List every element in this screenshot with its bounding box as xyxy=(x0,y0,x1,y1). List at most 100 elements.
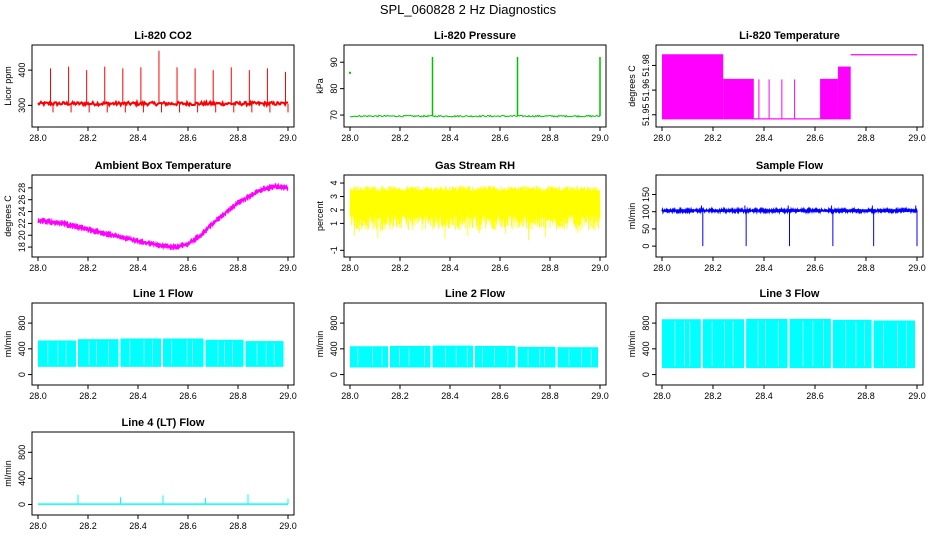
y-tick-label: 400 xyxy=(17,471,27,486)
x-tick-label: 28.0 xyxy=(341,263,359,273)
x-tick-label: 28.8 xyxy=(229,521,247,531)
x-tick-label: 29.0 xyxy=(279,391,297,401)
x-tick-label: 28.8 xyxy=(229,133,247,143)
temp-band xyxy=(820,79,838,119)
panel-sample: Sample Flow ml/min 28.0 28.2 28.4 28.6 28.8 29.… xyxy=(627,160,926,273)
y-tick-label: 70 xyxy=(329,110,339,120)
temp-band xyxy=(723,79,754,119)
panel-pressure: Li-820 Pressure kPa 28.0 28.2 28.4 28.6 28.8 29… xyxy=(315,30,609,143)
flow-block xyxy=(120,338,161,367)
series-rh xyxy=(349,185,601,241)
flow-block xyxy=(789,318,831,369)
panel-line1: Line 1 Flow ml/min 28.0 28.2 28.4 28.6 28.8 29.… xyxy=(3,288,297,401)
series-co2 xyxy=(37,50,289,113)
x-tick-label: 28.8 xyxy=(229,263,247,273)
y-tick-label: 800 xyxy=(17,316,27,331)
series-temp xyxy=(662,54,917,120)
y-tick-label: 800 xyxy=(329,316,339,331)
flow-block xyxy=(517,346,556,368)
panel-title: Ambient Box Temperature xyxy=(95,160,232,172)
flow-block xyxy=(432,345,473,368)
y-tick-label: 800 xyxy=(17,445,27,460)
figure-title: SPL_060828 2 Hz Diagnostics xyxy=(379,2,557,17)
flow-block xyxy=(78,339,119,367)
x-tick-label: 28.6 xyxy=(179,133,197,143)
y-axis-label: ml/min xyxy=(627,203,637,230)
x-tick-label: 29.0 xyxy=(591,391,609,401)
x-tick-label: 28.0 xyxy=(653,133,671,143)
x-tick-label: 28.6 xyxy=(806,133,824,143)
x-tick-label: 28.2 xyxy=(79,133,97,143)
panel-frame xyxy=(655,174,924,258)
y-tick-label: 400 xyxy=(641,341,651,356)
x-tick-label: 28.2 xyxy=(79,263,97,273)
flow-block xyxy=(245,341,284,367)
temp-band xyxy=(662,54,724,119)
x-tick-label: 28.4 xyxy=(129,521,147,531)
panel-frame xyxy=(655,44,924,128)
panel-title: Line 3 Flow xyxy=(760,288,820,300)
x-tick-label: 29.0 xyxy=(279,521,297,531)
y-tick-label: 400 xyxy=(17,63,27,78)
y-tick-label: 0 xyxy=(17,372,27,377)
x-tick-label: 28.4 xyxy=(755,391,773,401)
y-axis-label: ml/min xyxy=(315,331,325,358)
y-tick-label: 100 xyxy=(641,204,651,219)
x-tick-label: 29.0 xyxy=(591,263,609,273)
flow-block xyxy=(746,318,788,369)
x-tick-label: 28.2 xyxy=(79,521,97,531)
x-tick-label: 29.0 xyxy=(279,263,297,273)
y-axis-label: ml/min xyxy=(3,331,13,358)
panel-title: Gas Stream RH xyxy=(435,160,515,172)
panel-title: Sample Flow xyxy=(756,160,824,172)
flow-block xyxy=(390,345,431,368)
panel-title: Line 4 (LT) Flow xyxy=(122,417,205,429)
y-tick-label: 20 xyxy=(17,230,27,240)
flow-block xyxy=(38,340,76,367)
y-tick-label: 51.96 xyxy=(641,79,651,102)
series-line3 xyxy=(662,318,915,369)
panel-box: Ambient Box Temperature degrees C 28.0 28.2… xyxy=(3,160,297,273)
panel-frame xyxy=(31,174,295,258)
y-tick-label: 51.98 xyxy=(641,54,651,77)
y-axis-label: Licor ppm xyxy=(3,66,13,106)
x-tick-label: 28.6 xyxy=(806,391,824,401)
x-tick-label: 28.0 xyxy=(29,391,47,401)
x-tick-label: 28.4 xyxy=(441,391,459,401)
series-line1 xyxy=(38,338,284,367)
y-tick-label: 26 xyxy=(17,195,27,205)
rh-trace xyxy=(349,185,601,241)
x-tick-label: 28.6 xyxy=(179,391,197,401)
x-tick-label: 28.2 xyxy=(704,391,722,401)
panel-title: Li-820 CO2 xyxy=(134,30,191,42)
x-tick-label: 28.6 xyxy=(806,263,824,273)
x-tick-label: 28.4 xyxy=(441,263,459,273)
y-tick-label: 80 xyxy=(329,84,339,94)
y-tick-label: 400 xyxy=(17,341,27,356)
panel-frame xyxy=(343,302,607,386)
x-tick-label: 29.0 xyxy=(908,263,926,273)
y-tick-label: 150 xyxy=(641,187,651,202)
y-axis-label: percent xyxy=(315,200,325,231)
y-tick-label: 24 xyxy=(17,207,27,217)
x-tick-label: 28.8 xyxy=(541,263,559,273)
flow-block xyxy=(702,319,745,369)
x-tick-label: 28.8 xyxy=(857,133,875,143)
panel-title: Line 1 Flow xyxy=(133,288,193,300)
flow-block xyxy=(873,320,915,369)
x-tick-label: 28.6 xyxy=(179,521,197,531)
x-tick-label: 28.0 xyxy=(653,391,671,401)
x-tick-label: 28.4 xyxy=(129,263,147,273)
flow-block xyxy=(832,319,872,369)
y-tick-label: 90 xyxy=(329,57,339,67)
flow-block xyxy=(163,338,204,367)
y-axis-label: ml/min xyxy=(627,331,637,358)
panel-frame xyxy=(343,174,607,258)
y-tick-label: 300 xyxy=(17,98,27,113)
panel-temp: Li-820 Temperature degrees C 28.0 28.2 28.4 2… xyxy=(627,30,926,143)
y-tick-label: 50 xyxy=(641,224,651,234)
x-tick-label: 28.0 xyxy=(29,263,47,273)
y-tick-label: 0 xyxy=(17,502,27,507)
x-tick-label: 28.4 xyxy=(129,133,147,143)
panel-line4: Line 4 (LT) Flow ml/min 28.0 28.2 28.4 28.6 28… xyxy=(3,417,297,531)
